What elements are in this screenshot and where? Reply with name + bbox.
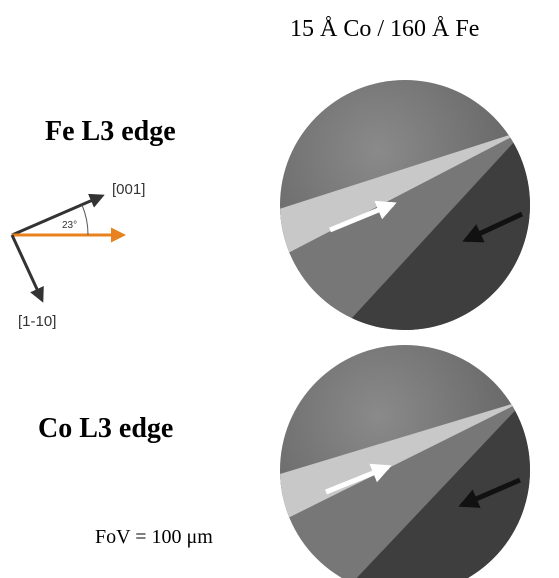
- panel-label: Fe L3 edge: [45, 116, 176, 147]
- footer: FoV = 100 μm: [95, 526, 213, 548]
- axis-label: [001]: [112, 181, 145, 198]
- panel-label: Co L3 edge: [38, 413, 173, 444]
- title: 15 Å Co / 160 Å Fe: [290, 16, 479, 42]
- axis-label: [1-10]: [18, 313, 56, 330]
- angle-label: 23°: [62, 220, 77, 231]
- page: 15 Å Co / 160 Å Fe Fe L3 edge Co L3 edge…: [0, 0, 559, 578]
- axes-diagram: [001] 23° [1-10]: [12, 181, 145, 330]
- domain-image: [270, 70, 540, 340]
- domain-image: [270, 335, 540, 578]
- figure: 15 Å Co / 160 Å Fe Fe L3 edge Co L3 edge…: [0, 0, 559, 578]
